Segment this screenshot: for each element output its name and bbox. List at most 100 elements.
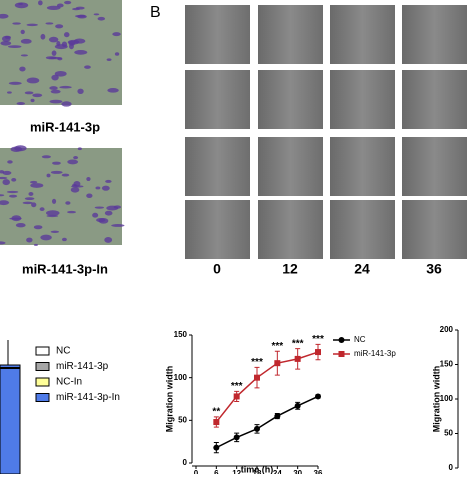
cell	[1, 35, 11, 42]
cell	[61, 237, 67, 242]
wound-image	[330, 200, 395, 259]
point	[213, 444, 220, 451]
cell	[0, 40, 12, 46]
time-label: 0	[213, 261, 221, 277]
point	[294, 402, 301, 409]
panel-label: B	[150, 4, 161, 21]
cell	[114, 52, 120, 56]
cell	[20, 29, 25, 35]
wound-images: 0 12 24 36	[185, 5, 467, 277]
point	[315, 349, 321, 356]
cell	[26, 77, 40, 84]
legend-label: NC	[354, 335, 366, 344]
cell	[113, 205, 121, 209]
cell	[86, 177, 91, 182]
point	[254, 425, 260, 432]
point	[213, 419, 220, 426]
cell	[31, 202, 37, 208]
wound-image	[402, 70, 467, 129]
legend-swatch	[35, 377, 50, 387]
cell	[0, 13, 9, 19]
cell	[54, 70, 67, 77]
cell	[45, 210, 60, 216]
cell	[8, 194, 18, 198]
cell	[73, 156, 79, 160]
x-tick-label: 6	[214, 469, 219, 474]
cell	[2, 179, 10, 186]
micrographs	[0, 0, 125, 246]
partial-axis: 0 50 100 150 200 Migration width	[431, 325, 459, 472]
cell	[40, 234, 52, 241]
y-tick-label: 0	[449, 463, 454, 472]
cell	[67, 210, 77, 214]
y-tick-label: 50	[178, 415, 187, 424]
cell	[32, 93, 43, 98]
cell	[33, 243, 38, 246]
x-tick-label: 36	[314, 469, 323, 474]
y-tick-label: 150	[440, 360, 454, 369]
cell	[104, 210, 113, 216]
cell	[33, 225, 43, 230]
cell	[59, 85, 72, 89]
cell	[10, 146, 23, 152]
cell	[26, 237, 33, 243]
cell	[0, 176, 8, 180]
micrograph	[0, 0, 122, 105]
cell	[104, 237, 113, 243]
cell	[74, 50, 88, 55]
significance: **	[212, 407, 220, 418]
cell	[86, 193, 93, 198]
cell	[11, 178, 17, 182]
series-line	[215, 351, 319, 423]
cell	[98, 218, 109, 224]
cell	[15, 223, 26, 228]
bar-fragment	[0, 364, 21, 475]
legend-marker	[338, 351, 345, 357]
legend-swatch	[35, 362, 50, 371]
cell	[48, 36, 59, 43]
cell	[74, 14, 86, 18]
cell	[14, 2, 29, 9]
image-label: miR-141-3p	[30, 119, 100, 134]
cell	[18, 2, 23, 5]
cell	[63, 32, 70, 38]
y-axis-label: Migration width	[431, 366, 441, 433]
significance: ***	[231, 381, 243, 392]
image-label: miR-141-3p-In	[22, 261, 108, 276]
cell	[46, 5, 61, 11]
cell	[38, 0, 43, 6]
point	[294, 355, 301, 362]
cell	[71, 185, 84, 188]
cell	[50, 230, 60, 233]
cell	[7, 160, 13, 164]
point	[254, 374, 260, 381]
cell	[12, 22, 21, 25]
wound-image	[330, 137, 395, 196]
y-tick-label: 0	[183, 458, 188, 467]
cell	[39, 207, 45, 212]
cell	[51, 50, 57, 56]
wound-image	[258, 70, 323, 129]
y-tick-label: 100	[174, 373, 188, 382]
time-label: 36	[426, 261, 442, 277]
x-tick-label: 24	[273, 469, 282, 474]
x-axis-label: time (h)	[241, 464, 274, 474]
x-tick-label: 0	[194, 469, 199, 474]
cell	[28, 192, 34, 196]
significance: ***	[271, 341, 283, 352]
cell	[0, 200, 10, 206]
y-axis-label: Migration width	[164, 366, 174, 433]
cell	[101, 185, 110, 191]
cell	[41, 155, 51, 159]
cell	[95, 186, 101, 190]
cell	[20, 54, 28, 57]
wound-image	[330, 70, 395, 129]
cell	[19, 66, 26, 72]
cell	[112, 32, 121, 37]
cell	[67, 159, 79, 165]
cell	[77, 88, 84, 94]
cell	[46, 173, 51, 178]
cell	[45, 22, 54, 25]
